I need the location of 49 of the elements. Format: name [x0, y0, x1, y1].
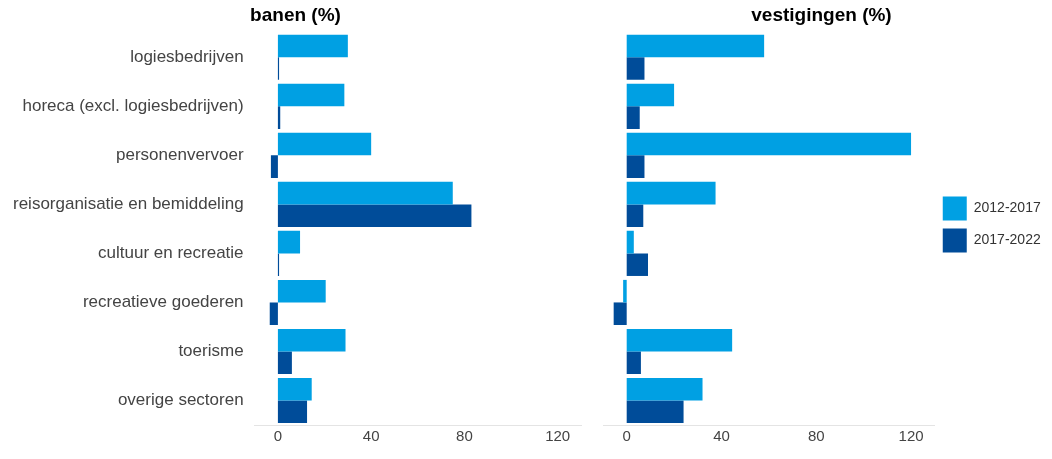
y-tick-label: recreatieve goederen — [82, 292, 244, 312]
bar — [626, 328, 733, 352]
y-tick-label: toerisme — [178, 341, 244, 361]
y-tick-label: cultuur en recreatie — [98, 243, 244, 263]
y-tick-label: personenvervoer — [116, 145, 244, 165]
x-tick-label: 120 — [545, 427, 571, 445]
bar — [270, 155, 278, 178]
bar — [626, 377, 703, 401]
bar — [626, 400, 684, 424]
bar — [277, 83, 345, 107]
y-tick-label: reisorganisatie en bemiddeling — [12, 194, 244, 214]
legend-label: 2017-2022 — [973, 231, 1041, 248]
bar — [277, 34, 348, 58]
bar — [623, 279, 627, 303]
bar — [269, 302, 278, 325]
y-tick-label: horeca (excl. logiesbedrijven) — [22, 96, 244, 116]
bar — [626, 230, 634, 254]
x-tick-label: 80 — [456, 427, 473, 445]
x-tick-label: 0 — [273, 427, 283, 445]
x-tick-label: 40 — [713, 427, 730, 445]
bar — [626, 34, 765, 58]
bar — [626, 57, 645, 80]
chart-title: banen (%) — [250, 3, 341, 25]
x-tick-label: 80 — [807, 427, 825, 445]
bar — [277, 279, 326, 303]
bar — [626, 204, 644, 227]
bar — [277, 328, 346, 352]
bar — [277, 132, 372, 156]
bar — [626, 253, 649, 276]
x-tick-label: 120 — [898, 427, 924, 445]
bar — [626, 106, 640, 129]
y-tick-label: overige sectoren — [117, 390, 244, 410]
bar — [626, 181, 716, 205]
bar — [277, 230, 301, 254]
bar — [277, 377, 312, 401]
y-tick-label: logiesbedrijven — [130, 47, 244, 66]
bar — [277, 204, 472, 227]
bar — [277, 181, 453, 205]
chart-title: vestigingen (%) — [751, 3, 892, 25]
bar — [626, 351, 641, 375]
bar — [626, 83, 675, 107]
x-tick-label: 0 — [622, 427, 631, 445]
x-tick-label: 40 — [362, 427, 380, 445]
legend-label: 2012-2017 — [973, 199, 1041, 216]
bar — [277, 400, 308, 424]
bar — [626, 155, 645, 178]
bar — [626, 132, 912, 156]
bar — [613, 302, 627, 325]
bar — [277, 351, 292, 375]
